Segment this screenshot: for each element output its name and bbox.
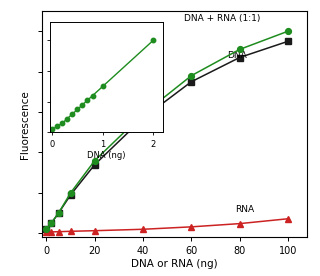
Y-axis label: Fluorescence: Fluorescence <box>20 90 30 159</box>
X-axis label: DNA (ng): DNA (ng) <box>87 150 126 160</box>
Text: DNA: DNA <box>228 51 247 60</box>
X-axis label: DNA or RNA (ng): DNA or RNA (ng) <box>131 259 218 269</box>
Text: DNA + RNA (1:1): DNA + RNA (1:1) <box>184 14 260 23</box>
Text: RNA: RNA <box>235 205 254 214</box>
